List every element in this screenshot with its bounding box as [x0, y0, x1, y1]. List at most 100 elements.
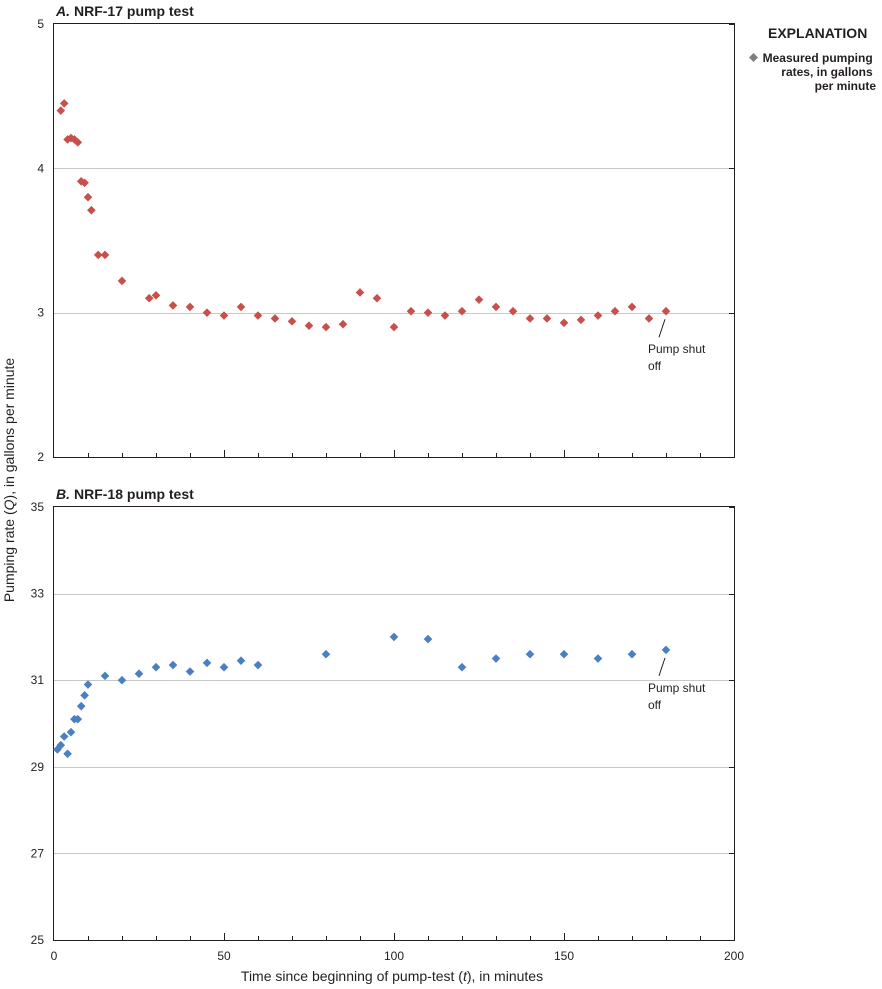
- panel-a-data-point: [56, 106, 66, 115]
- legend: EXPLANATION Measured pumping rates, in g…: [749, 25, 876, 93]
- panel-b-x-tick-label: 100: [384, 949, 404, 963]
- panel-b-data-point: [457, 662, 467, 672]
- panel-b-x-tick-label: 150: [554, 949, 574, 963]
- panel-a-data-point: [542, 314, 552, 323]
- panel-b-data-point: [253, 660, 263, 670]
- panel-a-data-point: [525, 314, 535, 323]
- panel-a-data-point: [66, 133, 76, 143]
- panel-b-annotation-leader: [658, 657, 666, 677]
- panel-b-y-tick-label: 25: [31, 933, 45, 947]
- panel-a-data-point: [253, 311, 263, 320]
- panel-b-data-point: [236, 656, 246, 666]
- panel-a-data-point: [168, 301, 178, 310]
- panel-a-y-tick-label: 3: [37, 306, 44, 320]
- panel-b-annotation-line-2: off: [648, 698, 662, 712]
- panel-b-data-point: [73, 714, 83, 724]
- panel-b-data-point: [423, 634, 433, 644]
- panel-b-data-point: [100, 671, 110, 681]
- panel-a-data-point: [202, 308, 212, 317]
- y-axis-title: Pumping rate (Q), in gallons per minute: [1, 358, 17, 603]
- panel-a-data-point: [627, 302, 637, 312]
- panel-a-data-point: [321, 322, 331, 332]
- panel-b-x-tick-label: 50: [217, 949, 231, 963]
- panel-a-data-point: [304, 321, 314, 330]
- panel-b-data-point: [185, 667, 195, 676]
- panel-a-data-point: [73, 138, 83, 147]
- panel-b-data-point: [661, 645, 671, 655]
- panel-a-data-point: [593, 311, 603, 320]
- panel-a-points: [56, 99, 671, 332]
- panel-b-data-point: [134, 669, 144, 679]
- panel-b-x-tick-label: 200: [724, 949, 744, 963]
- panel-a-data-point: [491, 302, 501, 312]
- x-axis-title: Time since beginning of pump-test (t), i…: [241, 968, 543, 984]
- panel-b-data-point: [389, 632, 399, 642]
- panel-a-data-point: [576, 315, 586, 325]
- y-axis-title-symbol: Q: [1, 499, 17, 510]
- panel-b-gridlines: [54, 594, 734, 854]
- panel-b-y-tick-label: 33: [31, 587, 45, 601]
- panel-a-data-point: [219, 311, 229, 320]
- panel-b-letter: B.: [56, 486, 70, 502]
- panel-a-data-point: [83, 192, 93, 202]
- panel-b: B. NRF-18 pump test 25 27 29 31 33 35 0 50 100 150…: [31, 486, 745, 963]
- panel-a-data-point: [559, 318, 569, 328]
- panel-b-annotation-line-1: Pump shut: [648, 681, 706, 695]
- panel-a: A. NRF-17 pump test 2 3 4 5 Pump shut off: [37, 3, 735, 464]
- panel-a-data-point: [372, 293, 382, 303]
- panel-a-y-tick-label: 4: [37, 161, 44, 175]
- legend-label-line-3: per minute: [815, 79, 877, 93]
- panel-b-data-point: [219, 662, 229, 672]
- panel-a-data-point: [287, 317, 297, 326]
- panel-b-data-point: [56, 740, 66, 750]
- legend-label-line-2: rates, in gallons: [781, 65, 873, 79]
- x-axis-title-symbol: t: [463, 968, 468, 984]
- panel-b-annotation: Pump shut off: [648, 681, 709, 712]
- panel-b-data-point: [559, 649, 569, 659]
- panel-a-y-tick-label: 5: [37, 17, 44, 31]
- panel-b-data-point: [63, 749, 72, 759]
- x-axis-title-part-1: Time since beginning of pump-test (: [241, 968, 463, 984]
- panel-b-data-point: [593, 654, 603, 663]
- panel-a-data-point: [87, 205, 96, 215]
- panel-b-data-point: [66, 727, 76, 737]
- panel-a-ticks: 2 3 4 5: [37, 17, 734, 464]
- x-axis-title-part-2: ), in minutes: [467, 968, 543, 984]
- panel-b-y-tick-label: 31: [31, 673, 45, 687]
- panel-b-data-point: [491, 654, 501, 663]
- panel-a-data-point: [117, 276, 127, 286]
- panel-a-data-point: [100, 250, 110, 260]
- panel-a-title-text: NRF-17 pump test: [74, 3, 194, 19]
- panel-a-data-point: [70, 135, 79, 144]
- panel-a-annotation-line-2: off: [648, 359, 662, 373]
- panel-b-data-point: [76, 701, 86, 711]
- panel-a-data-point: [355, 288, 365, 297]
- panel-a-data-point: [474, 295, 484, 304]
- panel-b-x-tick-label: 0: [51, 949, 58, 963]
- panel-a-annotation-leader: [658, 319, 666, 338]
- panel-b-data-point: [525, 649, 535, 659]
- panel-b-ticks: 25 27 29 31 33 35 0 50 100 150 200: [31, 500, 745, 963]
- panel-b-title-text: NRF-18 pump test: [74, 486, 194, 502]
- panel-a-data-point: [644, 314, 654, 323]
- panel-a-data-point: [144, 293, 154, 303]
- legend-label-line-1: Measured pumping: [763, 51, 873, 65]
- y-axis-title-part-2: ), in gallons per minute: [1, 358, 17, 500]
- panel-b-y-tick-label: 27: [31, 846, 45, 860]
- legend-title: EXPLANATION: [768, 25, 867, 41]
- panel-a-data-point: [423, 308, 433, 317]
- legend-marker-diamond-icon: [749, 53, 758, 62]
- panel-a-data-point: [93, 250, 103, 260]
- panel-a-frame: [53, 23, 735, 458]
- panel-a-y-tick-label: 2: [37, 450, 44, 464]
- panel-a-annotation-line-1: Pump shut: [648, 342, 706, 356]
- panel-a-data-point: [236, 302, 246, 312]
- panel-b-data-point: [80, 691, 89, 700]
- panel-b-data-point: [59, 732, 69, 741]
- panel-b-data-point: [151, 662, 161, 672]
- panel-a-title: A. NRF-17 pump test: [55, 3, 194, 19]
- panel-a-data-point: [185, 302, 195, 312]
- panel-a-data-point: [508, 306, 518, 316]
- panel-b-y-tick-label: 29: [31, 760, 45, 774]
